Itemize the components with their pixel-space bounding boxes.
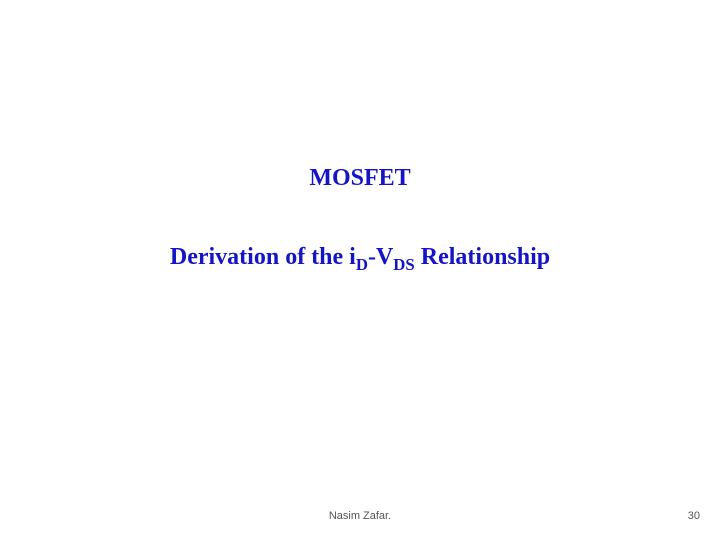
subtitle-mid: -V xyxy=(368,244,393,270)
footer-author: Nasim Zafar. xyxy=(0,510,720,522)
subtitle-prefix: Derivation of the i xyxy=(170,244,356,270)
page-number: 30 xyxy=(688,510,700,522)
subtitle-sub2: DS xyxy=(393,255,414,274)
title-text: MOSFET xyxy=(309,165,410,191)
subtitle-suffix: Relationship xyxy=(415,244,550,270)
subtitle-sub1: D xyxy=(356,255,368,274)
slide-subtitle: Derivation of the iD-VDS Relationship xyxy=(0,244,720,275)
slide-title: MOSFET xyxy=(0,165,720,192)
slide-container: MOSFET Derivation of the iD-VDS Relation… xyxy=(0,0,720,540)
